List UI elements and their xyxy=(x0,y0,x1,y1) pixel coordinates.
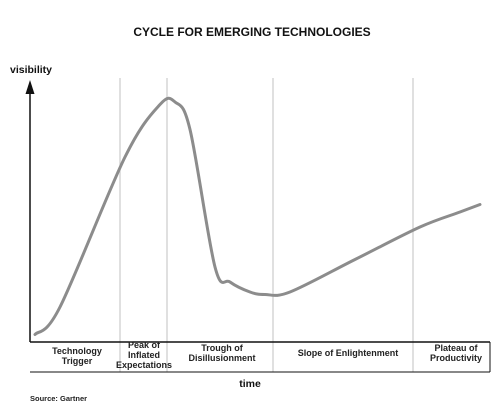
phase-dividers xyxy=(119,78,414,372)
phase-label-2-line-2: Inflated xyxy=(128,350,160,360)
phase-label-5-line-2: Productivity xyxy=(430,353,482,363)
phase-label-1: Technology Trigger xyxy=(52,346,102,366)
y-axis-arrowhead xyxy=(25,80,35,94)
hype-cycle-curve xyxy=(33,96,482,336)
phase-label-3-line-1: Trough of xyxy=(201,343,243,353)
x-axis-label: time xyxy=(239,378,261,390)
phase-labels: Technology Trigger Peak of Inflated Expectat… xyxy=(52,340,482,370)
y-axis-label: visibility xyxy=(10,64,52,76)
phase-label-1-line-2: Trigger xyxy=(62,356,93,366)
phase-label-5: Plateau of Productivity xyxy=(430,343,482,363)
phase-label-1-line-1: Technology xyxy=(52,346,102,356)
phase-label-4: Slope of Enlightenment xyxy=(298,348,399,358)
chart-title: CYCLE FOR EMERGING TECHNOLOGIES xyxy=(133,25,370,39)
source-note: Source: Gartner xyxy=(30,394,87,403)
phase-label-4-line-1: Slope of Enlightenment xyxy=(298,348,399,358)
phase-label-2-line-3: Expectations xyxy=(116,360,172,370)
phase-label-3-line-2: Disillusionment xyxy=(188,353,255,363)
phase-label-2-line-1: Peak of xyxy=(128,340,161,350)
phase-label-3: Trough of Disillusionment xyxy=(188,343,255,363)
phase-label-5-line-1: Plateau of xyxy=(434,343,478,353)
phase-label-2: Peak of Inflated Expectations xyxy=(116,340,172,370)
